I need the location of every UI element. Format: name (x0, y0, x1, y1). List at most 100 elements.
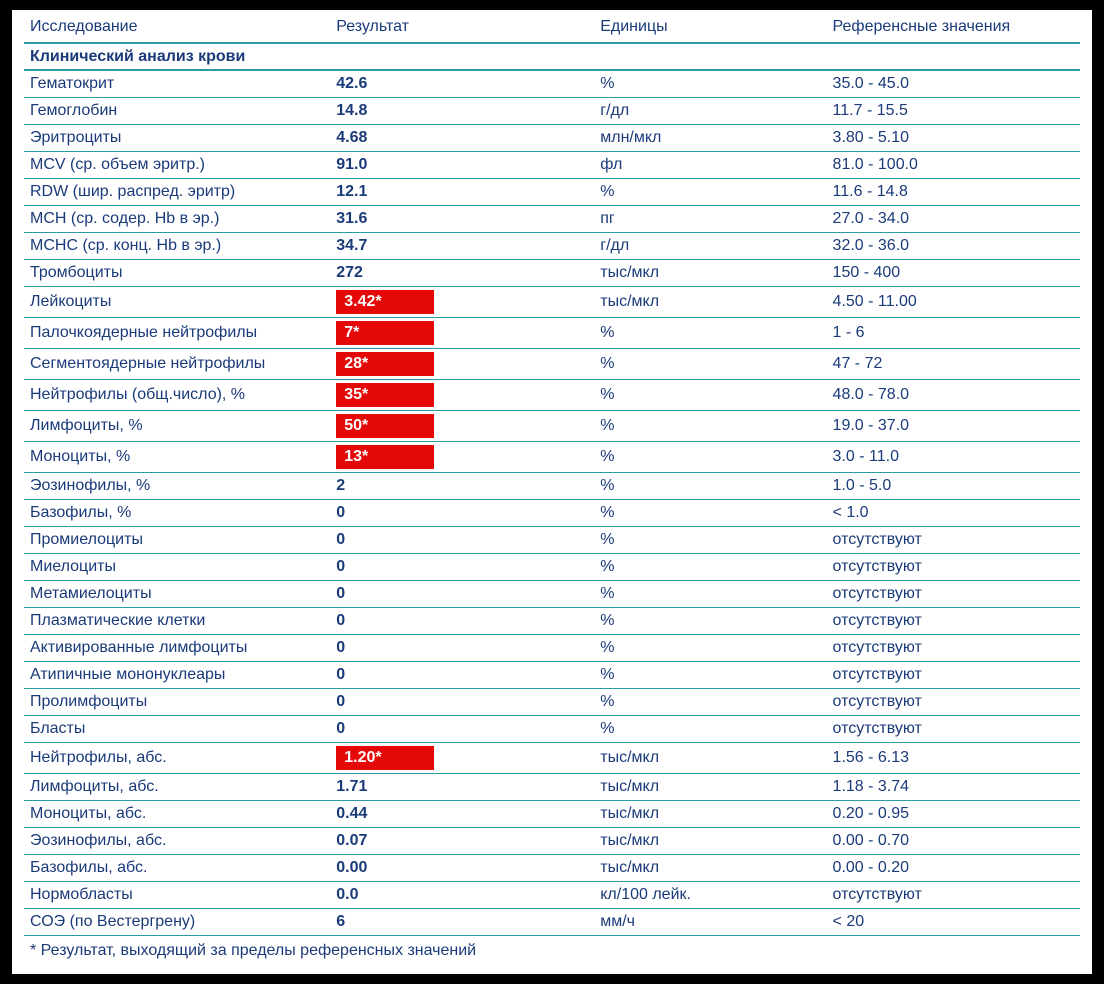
cell-result: 272 (330, 259, 594, 286)
cell-test: Эритроциты (24, 124, 330, 151)
table-row: Сегментоядерные нейтрофилы28*%47 - 72 (24, 348, 1080, 379)
cell-units: % (594, 715, 826, 742)
cell-units: г/дл (594, 97, 826, 124)
table-row: Эозинофилы, абс.0.07тыс/мкл0.00 - 0.70 (24, 827, 1080, 854)
cell-ref: 11.6 - 14.8 (827, 178, 1080, 205)
cell-ref: 0.00 - 0.20 (827, 854, 1080, 881)
cell-test: Активированные лимфоциты (24, 634, 330, 661)
cell-ref: < 20 (827, 908, 1080, 935)
table-row: Лейкоциты3.42*тыс/мкл4.50 - 11.00 (24, 286, 1080, 317)
cell-ref: отсутствуют (827, 715, 1080, 742)
cell-test: MCHC (ср. конц. Hb в эр.) (24, 232, 330, 259)
cell-test: Лейкоциты (24, 286, 330, 317)
result-value: 0 (336, 558, 345, 575)
cell-ref: 1.56 - 6.13 (827, 742, 1080, 773)
result-value: 31.6 (336, 210, 367, 227)
cell-test: Нейтрофилы (общ.число), % (24, 379, 330, 410)
table-row: Моноциты, абс.0.44тыс/мкл0.20 - 0.95 (24, 800, 1080, 827)
cell-result: 0.0 (330, 881, 594, 908)
cell-test: Базофилы, абс. (24, 854, 330, 881)
cell-test: Нейтрофилы, абс. (24, 742, 330, 773)
cell-ref: 32.0 - 36.0 (827, 232, 1080, 259)
cell-ref: отсутствуют (827, 688, 1080, 715)
cell-result: 3.42* (330, 286, 594, 317)
cell-test: Базофилы, % (24, 499, 330, 526)
result-value: 1.71 (336, 778, 367, 795)
cell-units: тыс/мкл (594, 742, 826, 773)
table-row: MCHC (ср. конц. Hb в эр.)34.7г/дл32.0 - … (24, 232, 1080, 259)
cell-ref: 0.20 - 0.95 (827, 800, 1080, 827)
cell-ref: отсутствуют (827, 607, 1080, 634)
cell-test: Моноциты, абс. (24, 800, 330, 827)
col-header-units: Единицы (594, 14, 826, 43)
table-header-row: Исследование Результат Единицы Референсн… (24, 14, 1080, 43)
cell-units: % (594, 553, 826, 580)
cell-test: MCH (ср. содер. Hb в эр.) (24, 205, 330, 232)
table-row: Базофилы, абс.0.00тыс/мкл0.00 - 0.20 (24, 854, 1080, 881)
cell-test: Атипичные мононуклеары (24, 661, 330, 688)
cell-result: 1.20* (330, 742, 594, 773)
section-title: Клинический анализ крови (24, 43, 1080, 70)
flagged-value: 3.42* (336, 290, 434, 314)
cell-ref: 1.18 - 3.74 (827, 773, 1080, 800)
cell-units: кл/100 лейк. (594, 881, 826, 908)
cell-units: тыс/мкл (594, 259, 826, 286)
cell-ref: отсутствуют (827, 580, 1080, 607)
cell-test: СОЭ (по Вестергрену) (24, 908, 330, 935)
cell-test: Лимфоциты, % (24, 410, 330, 441)
cell-test: Эозинофилы, % (24, 472, 330, 499)
result-value: 272 (336, 264, 363, 281)
cell-units: мм/ч (594, 908, 826, 935)
cell-ref: < 1.0 (827, 499, 1080, 526)
cell-result: 0 (330, 661, 594, 688)
cell-units: % (594, 178, 826, 205)
table-row: Базофилы, %0%< 1.0 (24, 499, 1080, 526)
result-value: 91.0 (336, 156, 367, 173)
table-row: RDW (шир. распред. эритр)12.1%11.6 - 14.… (24, 178, 1080, 205)
table-row: Эозинофилы, %2%1.0 - 5.0 (24, 472, 1080, 499)
result-value: 42.6 (336, 75, 367, 92)
cell-ref: 1.0 - 5.0 (827, 472, 1080, 499)
cell-result: 7* (330, 317, 594, 348)
cell-ref: отсутствуют (827, 661, 1080, 688)
cell-result: 0 (330, 634, 594, 661)
cell-result: 0.00 (330, 854, 594, 881)
table-row: MCV (ср. объем эритр.) 91.0 фл81.0 - 100.0 (24, 151, 1080, 178)
table-row: Плазматические клетки0%отсутствуют (24, 607, 1080, 634)
cell-result: 0 (330, 688, 594, 715)
cell-ref: 81.0 - 100.0 (827, 151, 1080, 178)
cell-result: 28* (330, 348, 594, 379)
table-row: Тромбоциты272тыс/мкл150 - 400 (24, 259, 1080, 286)
cell-ref: 48.0 - 78.0 (827, 379, 1080, 410)
result-value: 0 (336, 612, 345, 629)
cell-result: 35* (330, 379, 594, 410)
table-row: Лимфоциты, абс.1.71тыс/мкл1.18 - 3.74 (24, 773, 1080, 800)
table-row: Миелоциты0%отсутствуют (24, 553, 1080, 580)
col-header-result: Результат (330, 14, 594, 43)
cell-units: % (594, 661, 826, 688)
cell-units: % (594, 688, 826, 715)
cell-result: 0 (330, 607, 594, 634)
cell-units: фл (594, 151, 826, 178)
cell-ref: 3.0 - 11.0 (827, 441, 1080, 472)
table-row: Активированные лимфоциты0%отсутствуют (24, 634, 1080, 661)
cell-result: 2 (330, 472, 594, 499)
result-value: 0.44 (336, 805, 367, 822)
cell-ref: 150 - 400 (827, 259, 1080, 286)
table-row: Нейтрофилы (общ.число), %35*%48.0 - 78.0 (24, 379, 1080, 410)
cell-test: MCV (ср. объем эритр.) (24, 151, 330, 178)
result-value: 0 (336, 585, 345, 602)
result-value: 12.1 (336, 183, 367, 200)
cell-units: тыс/мкл (594, 827, 826, 854)
flagged-value: 7* (336, 321, 434, 345)
cell-result: 31.6 (330, 205, 594, 232)
cell-ref: 19.0 - 37.0 (827, 410, 1080, 441)
cell-units: % (594, 317, 826, 348)
table-row: Метамиелоциты0%отсутствуют (24, 580, 1080, 607)
cell-ref: отсутствуют (827, 526, 1080, 553)
result-value: 4.68 (336, 129, 367, 146)
cell-units: % (594, 607, 826, 634)
flagged-value: 50* (336, 414, 434, 438)
cell-test: Палочкоядерные нейтрофилы (24, 317, 330, 348)
flagged-value: 1.20* (336, 746, 434, 770)
